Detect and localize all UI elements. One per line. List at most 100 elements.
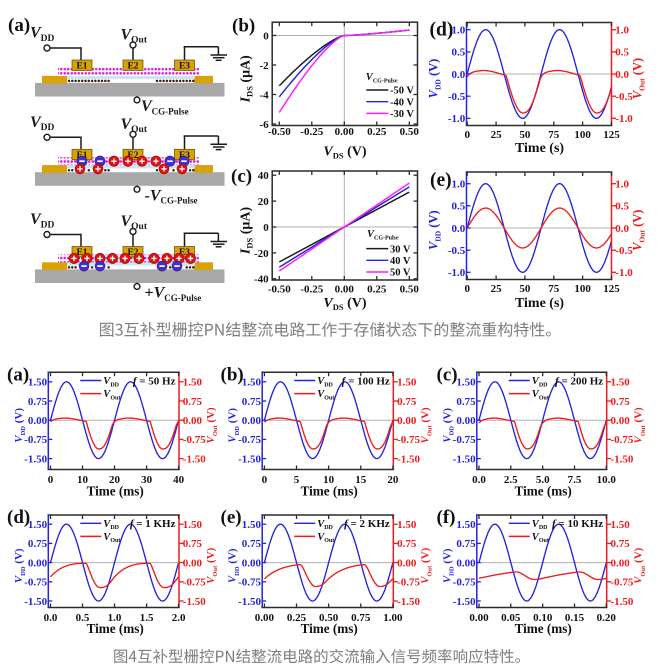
svg-text:100: 100 (574, 129, 591, 141)
svg-text:0.20: 0.20 (597, 612, 617, 624)
svg-text:-1.50: -1.50 (611, 454, 634, 466)
svg-text:-20: -20 (254, 248, 269, 260)
svg-text:VDD (V): VDD (V) (227, 408, 241, 443)
svg-text:VDS (V): VDS (V) (323, 296, 366, 312)
svg-text:-1.0: -1.0 (448, 267, 466, 279)
svg-text:-0.75: -0.75 (183, 577, 206, 589)
svg-text:VOut (V): VOut (V) (631, 58, 647, 99)
svg-text:1.50: 1.50 (397, 519, 417, 531)
svg-text:VDD (V): VDD (V) (427, 210, 443, 250)
svg-text:f = 1 KHz: f = 1 KHz (130, 518, 176, 530)
svg-text:f = 200 Hz: f = 200 Hz (555, 375, 603, 387)
svg-text:Time (ms): Time (ms) (87, 621, 144, 636)
svg-text:125: 125 (603, 129, 620, 141)
svg-text:20: 20 (109, 474, 121, 486)
svg-text:0.00: 0.00 (456, 415, 476, 427)
svg-text:(b): (b) (221, 364, 244, 385)
svg-text:0.75: 0.75 (242, 538, 262, 550)
svg-text:-40: -40 (254, 274, 269, 286)
svg-text:(d): (d) (7, 507, 30, 528)
svg-text:1.50: 1.50 (456, 519, 476, 531)
svg-text:50: 50 (519, 129, 531, 141)
svg-text:(d): (d) (430, 20, 454, 41)
svg-text:IDS (μA): IDS (μA) (239, 55, 255, 104)
svg-text:0.50: 0.50 (400, 126, 420, 138)
svg-text:1.50: 1.50 (28, 519, 48, 531)
svg-text:20: 20 (258, 196, 270, 208)
svg-text:0.00: 0.00 (28, 558, 48, 570)
svg-text:VDS (V): VDS (V) (323, 144, 366, 160)
svg-text:0: 0 (262, 474, 268, 486)
svg-text:100: 100 (574, 283, 591, 295)
svg-text:VOut (V): VOut (V) (631, 210, 647, 251)
svg-text:VOut (V): VOut (V) (419, 547, 433, 584)
svg-text:-0.75: -0.75 (397, 434, 420, 446)
svg-text:-1.50: -1.50 (24, 454, 47, 466)
svg-text:0.75: 0.75 (28, 538, 48, 550)
svg-text:VCG-Pulse: VCG-Pulse (367, 229, 399, 241)
svg-text:-40 V: -40 V (390, 97, 414, 108)
svg-text:VCG-Pulse: VCG-Pulse (141, 98, 189, 116)
svg-text:-1.0: -1.0 (615, 267, 633, 279)
svg-text:2.0: 2.0 (172, 612, 186, 624)
svg-text:0.00: 0.00 (335, 126, 355, 138)
svg-text:-0.75: -0.75 (183, 434, 206, 446)
svg-text:VOut: VOut (317, 389, 334, 401)
svg-text:0.5: 0.5 (615, 201, 629, 213)
svg-text:0.75: 0.75 (456, 538, 476, 550)
svg-text:0.00: 0.00 (183, 558, 203, 570)
svg-text:Time (ms): Time (ms) (515, 621, 572, 636)
svg-text:1.50: 1.50 (611, 377, 631, 389)
svg-text:0.25: 0.25 (287, 612, 307, 624)
svg-text:(e): (e) (430, 170, 452, 191)
svg-text:E3: E3 (179, 62, 190, 72)
svg-text:VOut (V): VOut (V) (205, 407, 219, 444)
svg-text:0.50: 0.50 (319, 612, 339, 624)
svg-text:Time (ms): Time (ms) (301, 621, 358, 636)
svg-text:E1: E1 (76, 248, 87, 258)
svg-text:0.75: 0.75 (456, 396, 476, 408)
svg-text:E2: E2 (127, 151, 138, 161)
svg-text:40: 40 (173, 474, 185, 486)
svg-text:VDD: VDD (532, 376, 548, 388)
svg-text:E2: E2 (127, 248, 138, 258)
svg-text:VOut: VOut (317, 532, 334, 544)
svg-text:-1.50: -1.50 (611, 596, 634, 608)
svg-text:VOut: VOut (121, 213, 148, 232)
svg-text:VOut: VOut (532, 389, 549, 401)
svg-text:25: 25 (491, 283, 503, 295)
svg-text:E3: E3 (179, 248, 190, 258)
svg-text:1.00: 1.00 (383, 612, 403, 624)
svg-text:1.0: 1.0 (452, 179, 466, 191)
svg-text:0.5: 0.5 (615, 47, 629, 59)
svg-text:-1.50: -1.50 (238, 454, 261, 466)
svg-text:0.75: 0.75 (611, 396, 631, 408)
svg-text:0.0: 0.0 (452, 223, 466, 235)
svg-text:VOut (V): VOut (V) (633, 547, 647, 584)
svg-text:25: 25 (491, 129, 503, 141)
svg-text:Time (ms): Time (ms) (301, 484, 358, 499)
svg-text:(c): (c) (231, 166, 252, 187)
svg-text:VDD (V): VDD (V) (427, 59, 443, 99)
svg-text:VOut: VOut (103, 532, 120, 544)
svg-text:0: 0 (464, 283, 470, 295)
svg-text:-0.75: -0.75 (453, 434, 476, 446)
svg-text:0.5: 0.5 (76, 612, 90, 624)
svg-text:-0.75: -0.75 (453, 577, 476, 589)
svg-text:-0.5: -0.5 (448, 91, 466, 103)
svg-text:-1.0: -1.0 (448, 113, 466, 125)
svg-text:-1.50: -1.50 (183, 454, 206, 466)
svg-text:Time (ms): Time (ms) (515, 484, 572, 499)
svg-text:0.00: 0.00 (397, 558, 417, 570)
svg-text:0.00: 0.00 (183, 415, 203, 427)
svg-text:-0.75: -0.75 (238, 434, 261, 446)
svg-text:VOut: VOut (103, 389, 120, 401)
svg-text:1.50: 1.50 (456, 377, 476, 389)
svg-text:0.0: 0.0 (615, 69, 629, 81)
svg-text:E1: E1 (76, 62, 87, 72)
svg-text:0.00: 0.00 (611, 558, 631, 570)
svg-text:-VCG-Pulse: -VCG-Pulse (145, 187, 198, 205)
svg-text:0.0: 0.0 (615, 223, 629, 235)
svg-text:0.00: 0.00 (28, 415, 48, 427)
svg-text:-4: -4 (260, 89, 270, 101)
